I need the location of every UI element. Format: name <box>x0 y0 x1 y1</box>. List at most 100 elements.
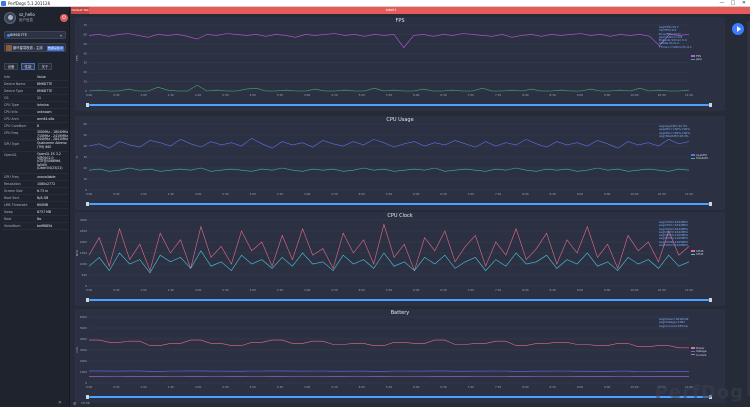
minimize-button[interactable]: — <box>719 0 725 6</box>
y-tick-label: 0 <box>85 284 87 288</box>
y-tick-label: 0 <box>85 89 87 93</box>
legend-swatch <box>691 250 695 252</box>
y-tick-label: 20 <box>83 70 87 74</box>
series-legend: FPS Jank <box>691 54 702 62</box>
range-handle-right[interactable] <box>709 103 712 107</box>
tab-performance[interactable]: 性能 <box>21 63 35 70</box>
range-handle-left[interactable] <box>86 202 89 206</box>
range-handle-left[interactable] <box>86 395 89 399</box>
tab-device[interactable]: 设备 <box>4 63 18 70</box>
stat-line: Avg(CPU7):1420MHz <box>659 243 688 248</box>
info-row: Device Name 8M6D7TE <box>2 81 68 88</box>
x-tick-label: 9:00 <box>577 192 584 196</box>
time-range-scrollbar[interactable] <box>86 103 712 107</box>
x-tick-label: 8:00 <box>522 288 529 292</box>
avatar[interactable] <box>4 12 16 24</box>
x-tick-label: 4:00 <box>304 93 311 97</box>
x-tick-label: 10:30 <box>658 93 666 97</box>
time-range-scrollbar[interactable] <box>86 395 712 399</box>
legend-item[interactable]: TotalCPU <box>691 157 708 160</box>
info-key: GPU Freq <box>4 175 19 179</box>
y-tick-label: 40 <box>83 51 87 55</box>
x-tick-label: 1:00 <box>140 93 147 97</box>
legend-item[interactable]: Jank <box>691 58 702 61</box>
x-tick-label: 8:30 <box>549 385 556 389</box>
stat-line: Avg(AppCPU):42.3% <box>659 124 688 128</box>
chart-plot[interactable]: 0 1000 2000 3000 4000 5000 6000 mW 0:00 0:30 1:00 1… <box>75 309 725 403</box>
stat-line: Avg(CPU6):1105MHz <box>659 239 688 244</box>
legend-swatch <box>691 253 695 256</box>
chart-plot[interactable]: 0 500 1000 1500 2000 2500 3000 MHz 0:00 0:30 1:00 1… <box>75 212 725 306</box>
device-info-table: Info Value Device Name 8M6D7TE Device Type 8M… <box>2 74 68 230</box>
legend-label: Power <box>696 346 705 350</box>
play-button[interactable] <box>732 23 744 35</box>
chart-plot[interactable]: 0 10 20 30 40 50 60% 0:00 0:30 1:00 1:30 2:00 2:30 3:… <box>75 116 725 210</box>
x-tick-label: 5:30 <box>386 192 393 196</box>
stat-line: Avg(Voltage):1081 <box>659 320 685 325</box>
main-area: Default Tab label1 FPS 0 10 20 30 40 50 60 70 FPS… <box>71 7 750 407</box>
x-tick-label: 3:00 <box>249 385 256 389</box>
time-range-scrollbar[interactable] <box>86 298 712 302</box>
legend-item[interactable]: AppCPU <box>691 153 708 157</box>
user-name: sz_hello <box>19 12 35 17</box>
x-tick-label: 6:00 <box>413 385 420 389</box>
info-row: CPU Freq 300MHz - 1804MHz 710MHz - 2419MH… <box>2 130 68 141</box>
x-tick-label: 6:30 <box>440 192 447 196</box>
range-handle-right[interactable] <box>709 395 712 399</box>
legend-item[interactable]: Voltage <box>691 350 707 353</box>
info-key: Screen Size <box>4 189 23 193</box>
info-value: 300MHz - 1804MHz 710MHz - 2419MHz 844MHz… <box>37 130 69 142</box>
info-value: 6.73 in <box>37 189 49 193</box>
y-axis-label: FPS <box>75 55 79 61</box>
legend-item[interactable]: CPU4 <box>691 253 703 256</box>
x-tick-label: 5:00 <box>359 192 366 196</box>
app-select[interactable]: 崩坏星穹铁道 - 主线 数据采集中 ▾ <box>4 43 66 52</box>
x-tick-label: 2:00 <box>195 385 202 389</box>
info-value: 8M6D7TE <box>37 82 53 86</box>
info-key: CPU Arch <box>4 117 19 121</box>
legend-item[interactable]: CPU0 <box>691 249 704 253</box>
close-button[interactable]: ✕ <box>741 0 747 6</box>
maximize-button[interactable]: □ <box>730 0 736 6</box>
legend-label: CPU0 <box>696 249 704 253</box>
legend-item[interactable]: Current <box>691 353 707 357</box>
x-tick-label: 8:00 <box>522 93 529 97</box>
time-range-scrollbar[interactable] <box>86 202 712 206</box>
x-tick-label: 11:00 <box>685 385 693 389</box>
device-select[interactable]: 8M6D7TE ▾ <box>4 31 66 39</box>
stat-line: FTime>=100ms(%):0.1 <box>659 44 692 49</box>
default-tab[interactable]: Default Tab <box>71 7 89 14</box>
info-value: N/A GB <box>37 196 49 200</box>
x-tick-label: 2:30 <box>222 288 229 292</box>
tab-about[interactable]: 关于 <box>38 63 52 70</box>
legend-swatch <box>691 350 695 353</box>
stat-line: Var(FPS):0.9 <box>659 28 677 33</box>
settings-icon[interactable]: ⚙ <box>73 401 77 406</box>
x-tick-label: 2:00 <box>195 192 202 196</box>
chart-plot[interactable]: 0 10 20 30 40 50 60 70 FPS 0:00 0:30 1:00 1:30 2:00 2:… <box>75 17 725 111</box>
x-tick-label: 3:00 <box>249 288 256 292</box>
series-line-totalcpu <box>88 167 690 172</box>
range-handle-right[interactable] <box>709 298 712 302</box>
collapse-sidebar-icon[interactable]: « <box>58 399 62 406</box>
stat-line: Drop(FPS):0(/h) <box>659 31 681 36</box>
y-tick-label: 0 <box>85 188 87 192</box>
legend-swatch <box>691 347 695 349</box>
info-row: LMK Threshold 600MB <box>2 202 68 209</box>
logout-icon[interactable]: ⏻ <box>60 14 68 22</box>
y-axis-label: MHz <box>75 249 79 256</box>
range-handle-left[interactable] <box>86 298 89 302</box>
chart-panel-cpu-clock: CPU Clock 0 500 1000 1500 2000 2500 3000 MHz 0:00… <box>75 212 725 306</box>
vertical-scrollbar[interactable] <box>747 21 750 396</box>
stat-line: Avg(CPU4):1105MHz <box>659 233 688 238</box>
y-axis-label: % <box>75 155 79 158</box>
y-tick-label: 1000 <box>80 262 87 266</box>
legend-item[interactable]: FPS <box>691 54 702 58</box>
session-label: label1 <box>385 8 397 12</box>
x-tick-label: 8:00 <box>522 385 529 389</box>
range-handle-left[interactable] <box>86 103 89 107</box>
range-handle-right[interactable] <box>709 202 712 206</box>
legend-item[interactable]: Power <box>691 346 707 350</box>
series-line-power <box>89 339 689 349</box>
user-panel: sz_hello 用户信息 ⏻ <box>4 11 68 27</box>
